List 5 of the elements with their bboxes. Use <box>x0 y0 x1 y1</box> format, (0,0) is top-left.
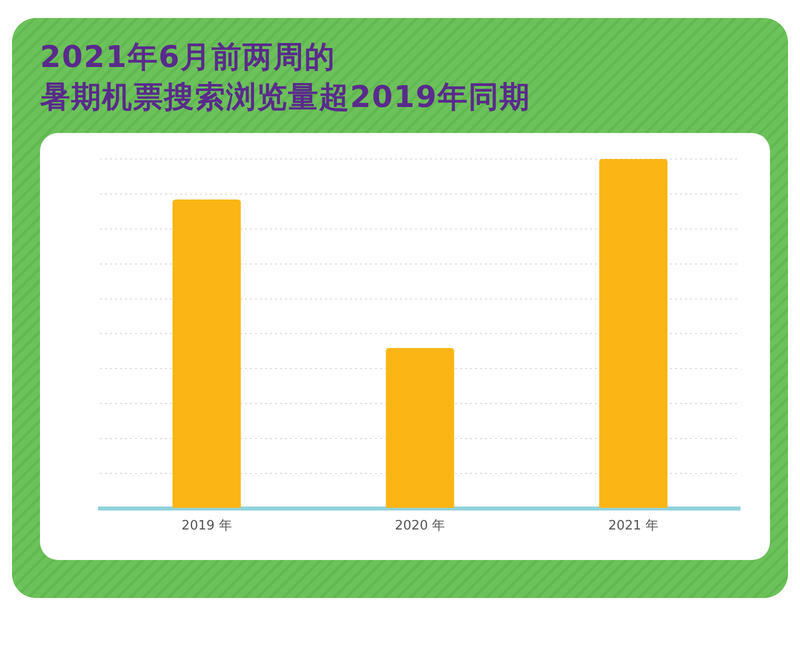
chart-title: 2021年6月前两周的 <box>40 39 336 77</box>
chart-subtitle: 暑期机票搜索浏览量超2019年同期 <box>40 79 532 117</box>
x-tick-label: 2019 年 <box>182 518 232 534</box>
x-tick-label: 2020 年 <box>394 518 446 534</box>
x-tick-label: 2021 年 <box>608 518 658 534</box>
